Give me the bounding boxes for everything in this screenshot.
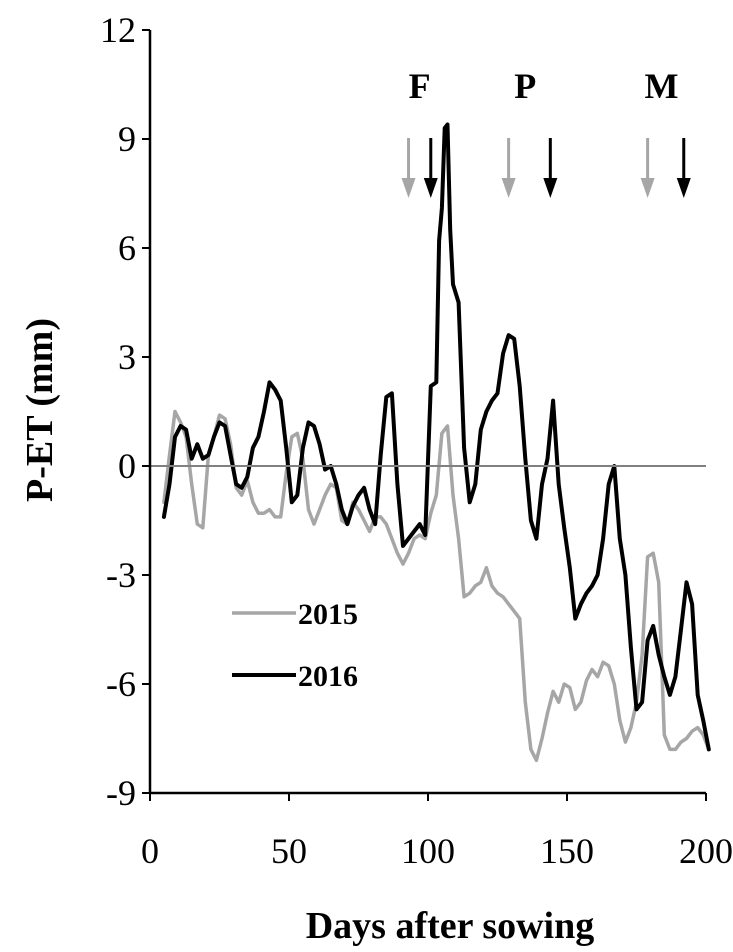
event-arrow [640,138,655,198]
y-axis-title: P-ET (mm) [19,318,61,502]
event-arrow [501,138,516,198]
arrow-head [423,178,438,198]
event-arrow [676,138,691,198]
legend-label-2015: 2015 [298,598,358,631]
y-tick-label: 6 [118,228,136,268]
y-tick-label: -3 [106,555,136,595]
y-tick-label: 9 [118,119,136,159]
x-tick-label: 150 [540,831,594,871]
arrow-head [640,178,655,198]
y-tick-label: 3 [118,337,136,377]
event-label-M: M [645,66,679,106]
y-tick-label: 12 [100,10,136,50]
legend-label-2016: 2016 [298,660,358,693]
event-label-P: P [514,66,536,106]
event-arrow [423,138,438,198]
legend: 2015 2016 [232,598,358,693]
x-axis-title: Days after sowing [306,905,595,947]
event-label-F: F [409,66,431,106]
series-line-2016 [161,122,711,752]
plot-area [161,122,711,763]
axes: -9 -6 -3 0 3 6 9 12 0 50 100 150 200 [100,10,733,871]
arrow-head [501,178,516,198]
y-tick-label: -6 [106,664,136,704]
event-arrow [543,138,558,198]
arrow-head [543,178,558,198]
x-tick-label: 50 [271,831,307,871]
arrow-head [401,178,416,198]
x-tick-label: 100 [401,831,455,871]
arrow-head [676,178,691,198]
y-tick-label: -9 [106,773,136,813]
y-tick-label: 0 [118,446,136,486]
event-arrow [401,138,416,198]
x-tick-label: 200 [679,831,733,871]
series-line-2015 [162,409,711,763]
x-tick-label: 0 [141,831,159,871]
